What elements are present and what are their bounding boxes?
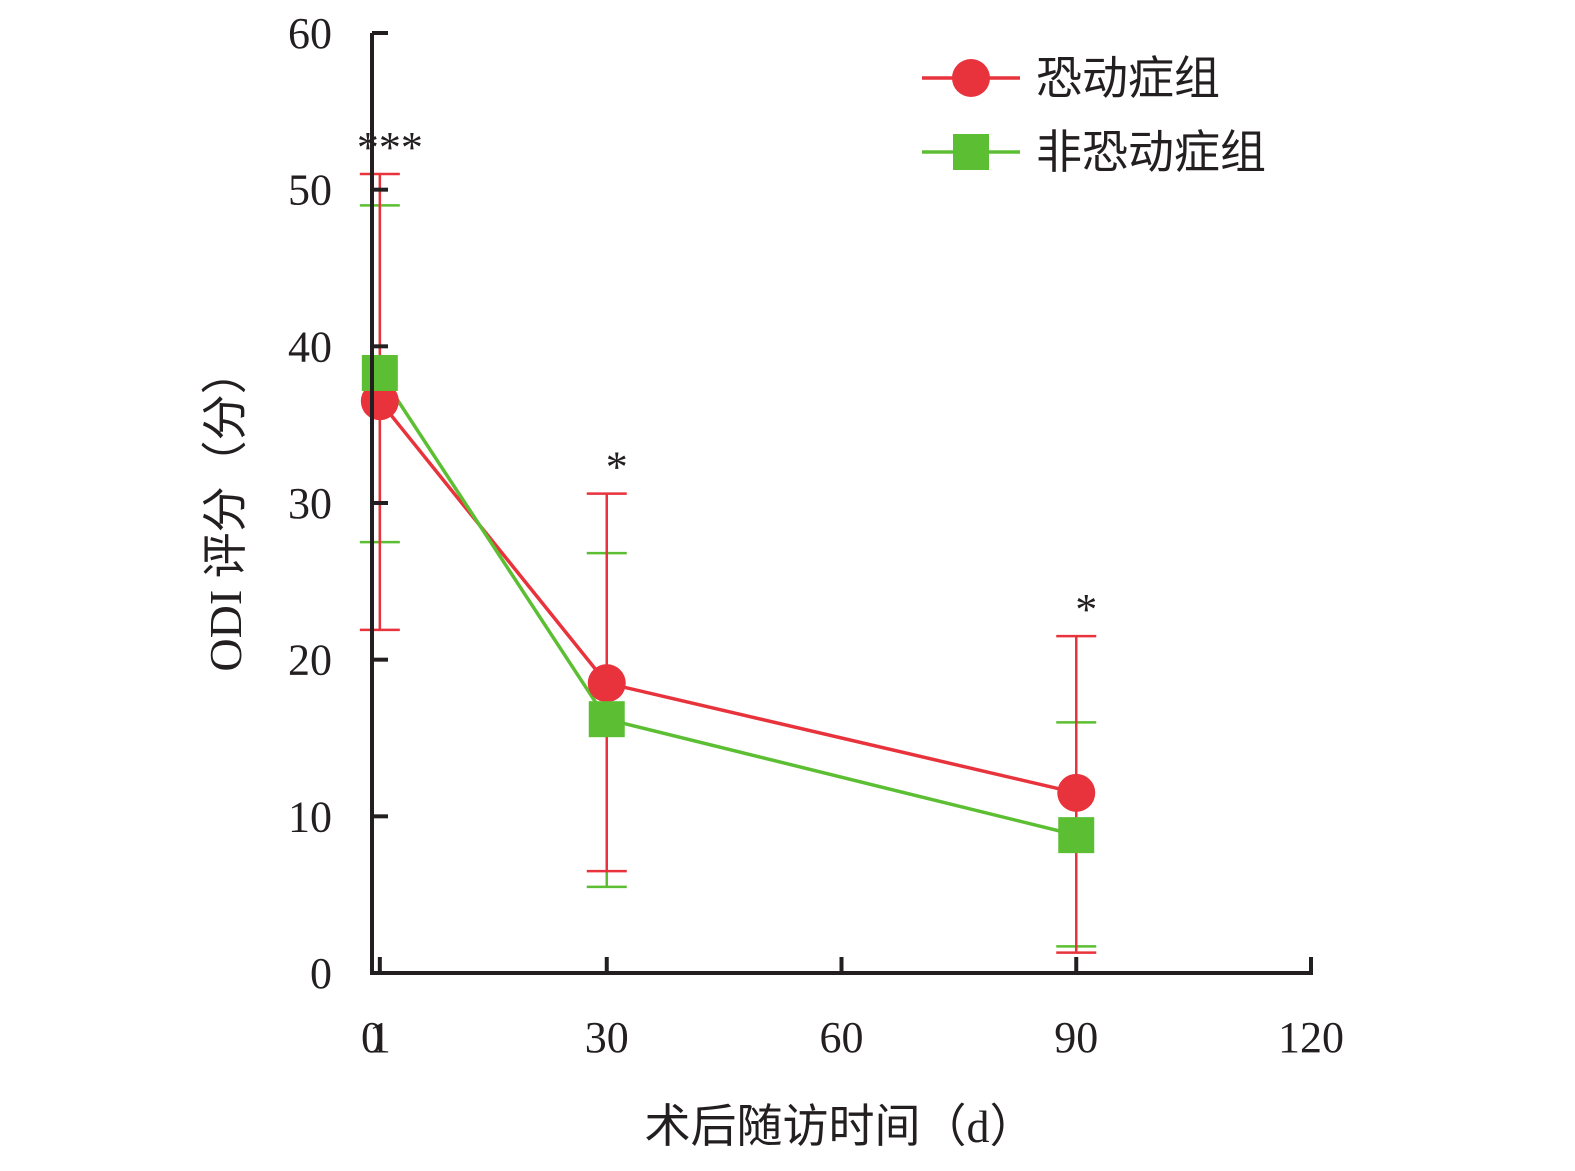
series-markers — [360, 354, 1096, 854]
legend-marker-square — [953, 134, 989, 170]
data-point-square — [588, 701, 625, 738]
y-tick-label: 10 — [288, 792, 332, 841]
y-tick-label: 0 — [310, 949, 332, 998]
y-axis-title: ODI 评分（分） — [200, 348, 251, 671]
legend-label: 非恐动症组 — [1036, 127, 1266, 178]
tick-labels: 0 10 20 30 40 50 60 01 30 60 90 120 — [288, 9, 1344, 1062]
x-tick-label: 120 — [1278, 1013, 1344, 1062]
x-tick-label: 30 — [585, 1013, 629, 1062]
x-tick-label: 0 — [361, 1013, 383, 1062]
series-line — [378, 372, 1077, 837]
y-tick-label: 20 — [288, 636, 332, 685]
series-line — [378, 400, 1077, 795]
y-tick-label: 60 — [288, 9, 332, 58]
x-tick-label: 60 — [820, 1013, 864, 1062]
data-point-circle — [587, 664, 626, 703]
data-point-square — [1058, 817, 1095, 854]
axes — [370, 31, 1313, 975]
y-tick-label: 40 — [288, 322, 332, 371]
x-tick-label: 90 — [1054, 1013, 1098, 1062]
significance-label: * — [1075, 585, 1097, 634]
data-point-circle — [1057, 773, 1096, 812]
significance-label: *** — [357, 123, 423, 172]
data-point-square — [361, 354, 398, 391]
error-bars — [359, 172, 1097, 954]
legend-marker-circle — [952, 59, 990, 97]
y-tick-label: 30 — [288, 479, 332, 528]
y-tick-label: 50 — [288, 166, 332, 215]
x-axis-title: 术后随访时间（d） — [645, 1101, 1036, 1152]
legend-label: 恐动症组 — [1036, 53, 1220, 104]
series-lines — [378, 372, 1077, 837]
significance-label: * — [606, 443, 628, 492]
significance-annotations: ***** — [357, 123, 1097, 634]
x-tick-label: 1 — [369, 1013, 391, 1062]
